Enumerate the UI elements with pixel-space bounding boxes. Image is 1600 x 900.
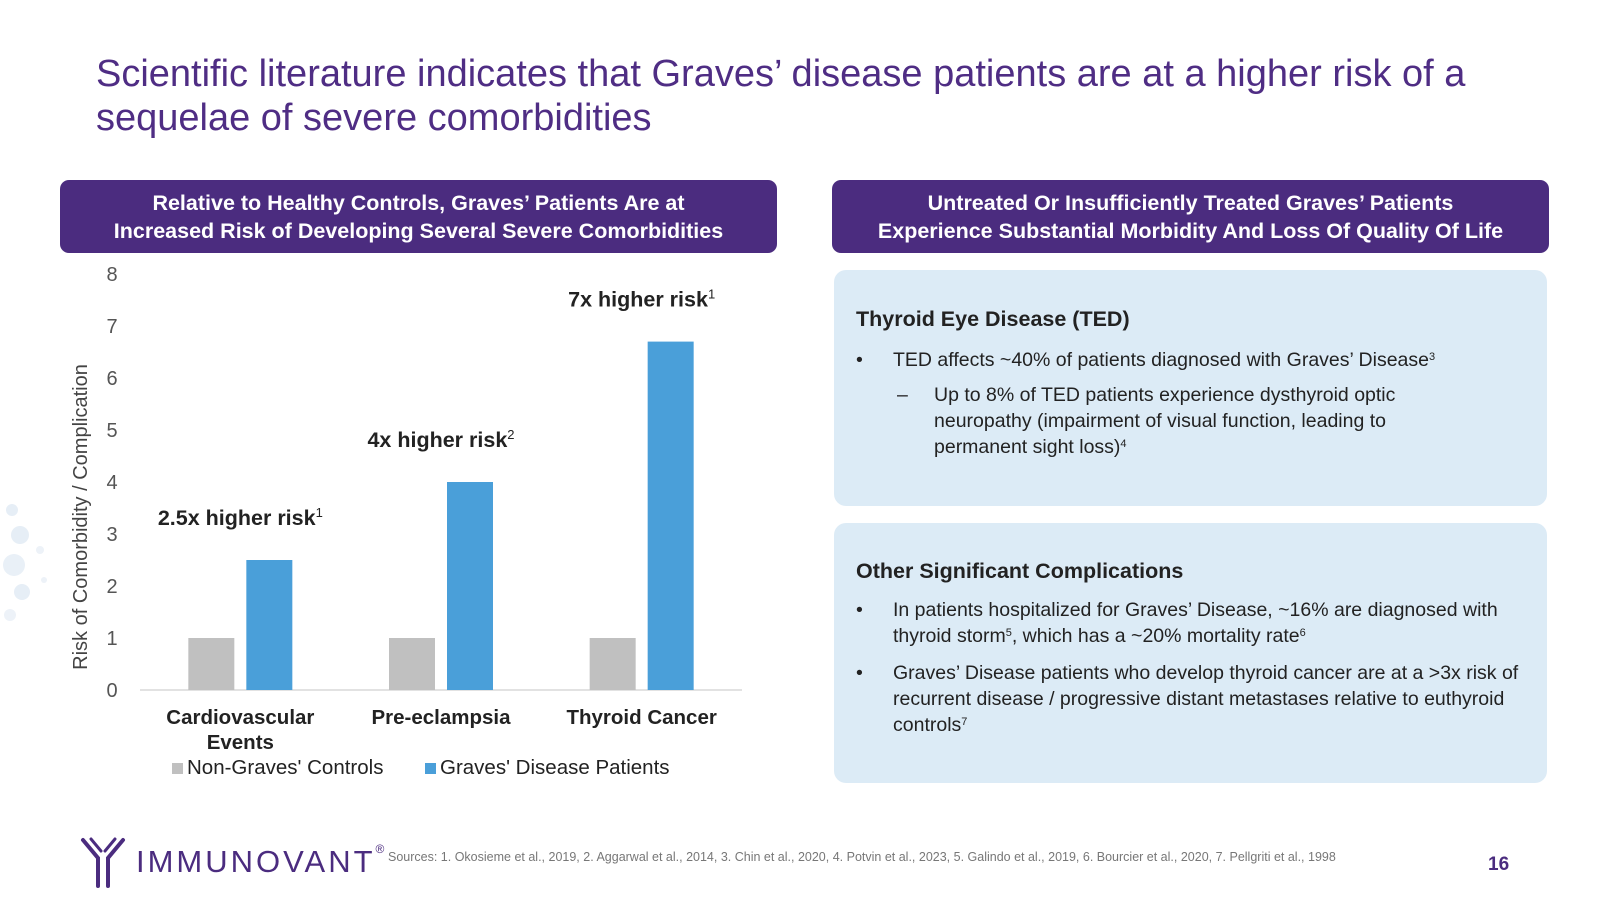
ted-heading: Thyroid Eye Disease (TED): [856, 307, 1130, 331]
page-title: Scientific literature indicates that Gra…: [96, 53, 1466, 139]
risk-annotation: 2.5x higher risk1: [158, 505, 323, 530]
complications-bullet-2-ref: 7: [961, 716, 968, 728]
antibody-logo-icon: [81, 837, 125, 888]
bar-control: [188, 638, 235, 690]
bullet-marker: •: [856, 349, 863, 371]
left-header-line-2: Increased Risk of Developing Several Sev…: [113, 218, 724, 243]
ted-sub-bullet: – Up to 8% of TED patients experience dy…: [856, 382, 1527, 460]
left-header-line-1: Relative to Healthy Controls, Graves’ Pa…: [152, 190, 685, 215]
complications-bullet-1-ref-a: 5: [1005, 627, 1012, 639]
legend-label: Graves' Disease Patients: [440, 756, 670, 779]
complications-bullet-1: • In patients hospitalized for Graves’ D…: [856, 597, 1527, 649]
right-header-line-1: Untreated Or Insufficiently Treated Grav…: [927, 190, 1454, 215]
dash-marker: –: [897, 384, 908, 406]
left-panel-header: Relative to Healthy Controls, Graves’ Pa…: [60, 180, 777, 253]
x-category-label: Events: [207, 731, 274, 754]
x-category-label: Cardiovascular: [166, 706, 314, 729]
bar-control: [389, 638, 435, 690]
logo-wordmark: IMMUNOVANT: [136, 844, 376, 879]
legend-swatch: [425, 763, 436, 774]
sources-footnote: Sources: 1. Okosieme et al., 2019, 2. Ag…: [388, 850, 1336, 864]
y-tick-label: 0: [106, 680, 117, 702]
ted-bullet-ref: 3: [1429, 351, 1436, 363]
bullet-marker: •: [856, 599, 863, 621]
x-category-label: Pre-eclampsia: [371, 706, 511, 729]
right-panel-header: Untreated Or Insufficiently Treated Grav…: [832, 180, 1549, 253]
complications-bullet-1-ref-b: 6: [1299, 627, 1306, 639]
y-tick-label: 8: [106, 264, 117, 286]
ted-bullet: • TED affects ~40% of patients diagnosed…: [856, 347, 1527, 373]
ted-sub-bullet-text: Up to 8% of TED patients experience dyst…: [934, 384, 1396, 458]
bullet-marker: •: [856, 662, 863, 684]
complications-bullet-1-text-b: , which has a ~20% mortality rate: [1011, 625, 1300, 647]
complications-bullet-2-text: Graves’ Disease patients who develop thy…: [893, 662, 1519, 736]
right-header-line-2: Experience Substantial Morbidity And Los…: [877, 218, 1504, 243]
complications-bullet-1-text-a: In patients hospitalized for Graves’ Dis…: [893, 599, 1498, 647]
y-tick-label: 3: [106, 524, 117, 546]
company-logo: IMMUNOVANT®: [80, 836, 384, 888]
decorative-dot-pattern: [3, 504, 47, 621]
y-tick-label: 2: [106, 576, 117, 598]
complications-panel: Other Significant Complications • In pat…: [834, 523, 1547, 783]
page-number: 16: [1488, 854, 1510, 875]
ted-sub-bullet-ref: 4: [1120, 438, 1127, 450]
complications-heading: Other Significant Complications: [856, 559, 1184, 583]
ted-bullet-text: TED affects ~40% of patients diagnosed w…: [893, 349, 1429, 371]
y-tick-label: 6: [106, 368, 117, 390]
legend-swatch: [172, 763, 183, 774]
ted-panel: Thyroid Eye Disease (TED) • TED affects …: [834, 270, 1547, 506]
complications-bullet-2: • Graves’ Disease patients who develop t…: [856, 660, 1527, 738]
bar-graves: [447, 482, 493, 690]
risk-bar-chart: 0 1 2 3 4 5 6 7 8 Risk of Comorbidity / Complicat…: [60, 262, 780, 822]
y-tick-label: 4: [106, 472, 117, 494]
bar-graves: [246, 560, 293, 690]
bar-graves: [647, 341, 694, 690]
y-axis-title: Risk of Comorbidity / Complication: [70, 364, 92, 670]
registered-mark: ®: [375, 842, 385, 856]
y-tick-label: 7: [106, 316, 117, 338]
x-category-label: Thyroid Cancer: [566, 706, 716, 729]
bar-control: [589, 638, 636, 690]
legend-label: Non-Graves' Controls: [187, 756, 383, 779]
risk-annotation: 7x higher risk1: [568, 287, 715, 312]
y-tick-label: 5: [106, 420, 117, 442]
y-tick-label: 1: [106, 628, 117, 650]
risk-annotation: 4x higher risk2: [367, 427, 514, 452]
